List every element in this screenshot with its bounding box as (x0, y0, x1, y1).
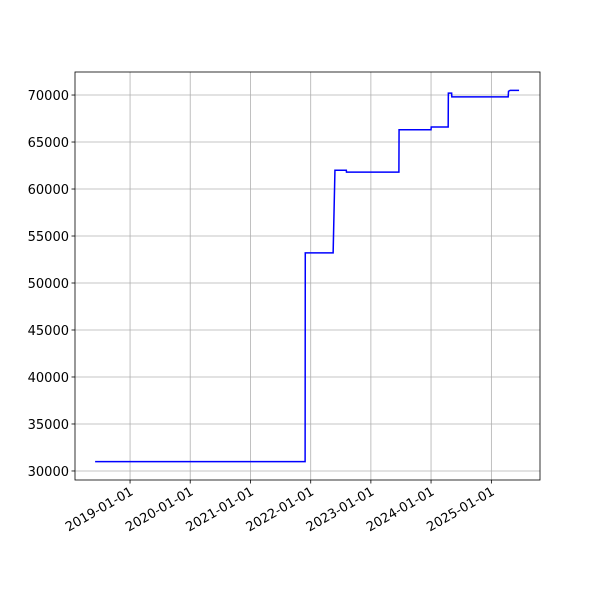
y-tick-label: 70000 (28, 89, 69, 104)
y-tick-label: 30000 (28, 465, 69, 480)
plot-frame (74, 71, 541, 481)
y-tick-label: 65000 (28, 136, 69, 151)
y-tick-label: 55000 (28, 230, 69, 245)
x-tick-label: 2020-01-01 (123, 484, 196, 535)
x-tick-label: 2023-01-01 (304, 484, 377, 535)
x-tick-label: 2019-01-01 (63, 484, 136, 535)
x-tick-label: 2025-01-01 (424, 484, 497, 535)
y-tick-label: 45000 (28, 324, 69, 339)
y-tick-label: 60000 (28, 183, 69, 198)
x-tick-label: 2022-01-01 (244, 484, 317, 535)
y-tick-label: 50000 (28, 277, 69, 292)
data-line (95, 89, 520, 463)
x-tick-label: 2024-01-01 (364, 484, 437, 535)
y-tick-label: 40000 (28, 371, 69, 386)
y-tick-label: 35000 (28, 418, 69, 433)
x-tick-label: 2021-01-01 (184, 484, 257, 535)
